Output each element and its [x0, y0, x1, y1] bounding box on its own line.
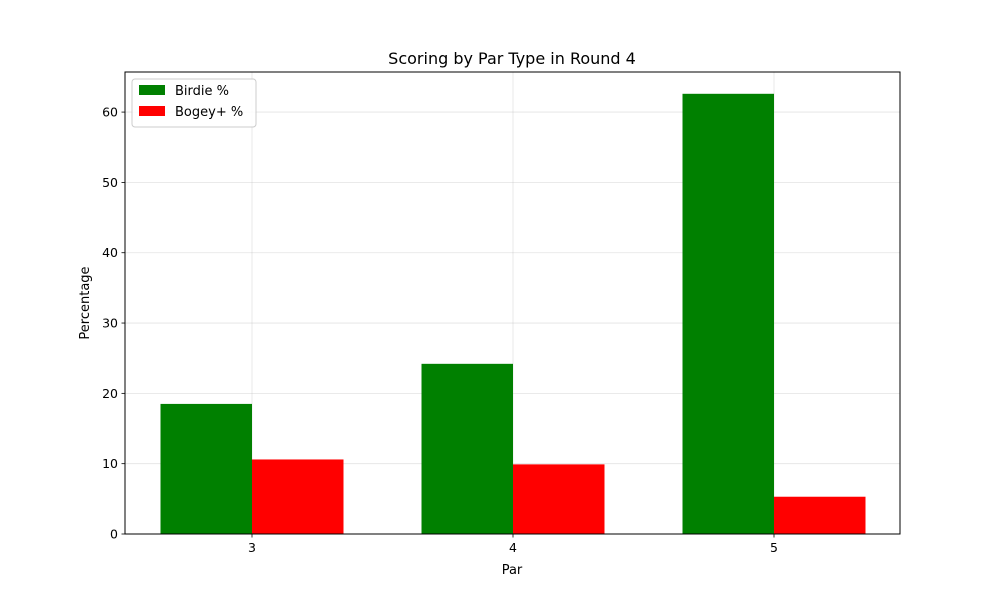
x-axis-ticks: 3 4 5: [248, 534, 778, 555]
y-tick-label: 10: [102, 456, 118, 471]
bar-birdie-par-5: [682, 93, 774, 535]
y-tick-label: 60: [102, 105, 118, 120]
y-tick-label: 30: [102, 316, 118, 331]
y-tick-label: 40: [102, 245, 118, 260]
bar-bogey-par-4: [513, 464, 605, 534]
y-tick-label: 20: [102, 386, 118, 401]
bar-birdie-par-3: [160, 403, 252, 534]
bars: [160, 93, 866, 535]
y-tick-label: 50: [102, 175, 118, 190]
x-tick-label: 3: [248, 540, 256, 555]
x-tick-label: 5: [770, 540, 778, 555]
x-axis-label: Par: [502, 563, 523, 578]
legend-swatch-bogey: [139, 106, 165, 116]
y-axis-label: Percentage: [78, 266, 93, 339]
plot-frame: [124, 71, 901, 535]
legend-swatch-birdie: [139, 85, 165, 95]
bar-bogey-par-5: [774, 496, 866, 534]
bar-bogey-par-3: [252, 459, 344, 534]
x-tick-label: 4: [509, 540, 517, 555]
bar-birdie-par-4: [421, 363, 513, 534]
legend-label-birdie: Birdie %: [175, 84, 229, 99]
y-tick-label: 0: [110, 527, 118, 542]
legend: Birdie % Bogey+ %: [131, 78, 257, 128]
chart-title: Scoring by Par Type in Round 4: [388, 49, 636, 68]
y-axis-ticks: 0 10 20 30 40 50 60: [102, 105, 125, 542]
legend-label-bogey: Bogey+ %: [175, 105, 243, 120]
